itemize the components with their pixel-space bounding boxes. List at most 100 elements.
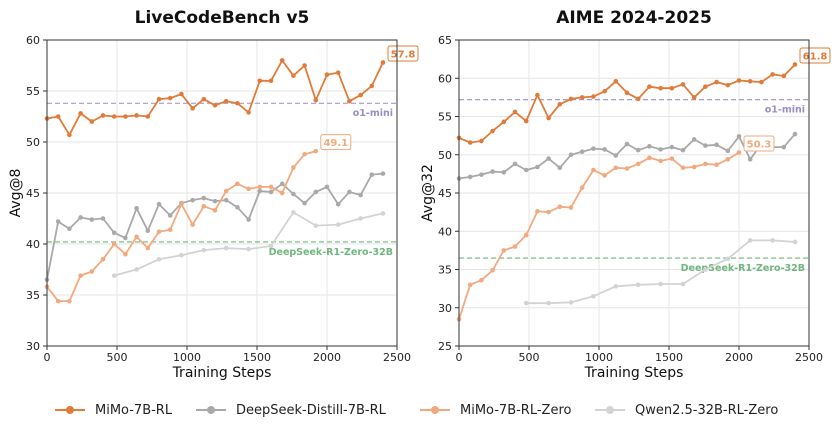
data-point-mimo-7b-rl-zero	[736, 150, 742, 155]
data-point-deepseek-distill-7b-rl	[557, 165, 563, 171]
data-point-mimo-7b-rl-zero	[703, 161, 708, 167]
data-point-deepseek-distill-7b-rl	[380, 171, 386, 176]
data-point-mimo-7b-rl	[156, 96, 162, 102]
data-point-qwen2-5-32b-rl-zero	[223, 245, 229, 251]
data-point-mimo-7b-rl	[781, 73, 787, 79]
data-point-mimo-7b-rl	[302, 63, 307, 68]
data-point-deepseek-distill-7b-rl	[268, 189, 274, 195]
value-annotation: 50.3	[747, 139, 772, 150]
legend-item-deepseek-distill: DeepSeek-Distill-7B-RL	[196, 398, 386, 422]
value-annotation-box	[387, 45, 419, 62]
legend-label: Qwen2.5-32B-RL-Zero	[635, 402, 779, 418]
legend-swatch	[55, 406, 85, 414]
x-tick-label: 0	[456, 351, 463, 364]
data-point-mimo-7b-rl-zero	[714, 162, 719, 167]
x-tick-label: 2500	[795, 351, 823, 364]
data-point-mimo-7b-rl-zero	[291, 165, 296, 170]
data-point-mimo-7b-rl-zero	[535, 209, 540, 214]
data-point-mimo-7b-rl-zero	[201, 203, 207, 209]
data-point-mimo-7b-rl	[145, 114, 151, 119]
data-point-mimo-7b-rl-zero	[546, 209, 551, 215]
y-tick-label: 35	[26, 289, 40, 302]
data-point-mimo-7b-rl	[535, 92, 540, 98]
data-point-mimo-7b-rl	[546, 115, 551, 121]
data-point-deepseek-distill-7b-rl	[279, 181, 285, 187]
data-point-mimo-7b-rl-zero	[246, 186, 251, 192]
data-point-mimo-7b-rl-zero	[501, 248, 507, 253]
data-point-mimo-7b-rl-zero	[568, 205, 574, 210]
x-tick-label: 2000	[313, 351, 341, 364]
data-point-mimo-7b-rl	[792, 62, 798, 67]
y-tick-label: 45	[438, 187, 452, 200]
data-point-mimo-7b-rl-zero	[479, 277, 484, 283]
reference-label-o1-mini: o1-mini	[765, 105, 805, 116]
y-tick-label: 60	[26, 34, 40, 47]
data-point-mimo-7b-rl-zero	[579, 185, 585, 190]
data-point-deepseek-distill-7b-rl	[347, 189, 352, 195]
data-point-qwen2-5-32b-rl-zero	[268, 243, 274, 249]
x-tick-label: 500	[519, 351, 540, 364]
data-point-deepseek-distill-7b-rl	[591, 146, 596, 151]
data-point-mimo-7b-rl-zero	[313, 148, 319, 154]
data-point-deepseek-distill-7b-rl	[523, 167, 529, 173]
data-point-qwen2-5-32b-rl-zero	[134, 267, 139, 272]
data-point-deepseek-distill-7b-rl	[235, 204, 240, 210]
data-point-mimo-7b-rl	[89, 119, 95, 124]
value-annotation-box	[320, 134, 352, 151]
data-point-qwen2-5-32b-rl-zero	[725, 256, 731, 262]
data-point-qwen2-5-32b-rl-zero	[156, 257, 162, 262]
data-point-mimo-7b-rl	[747, 79, 753, 84]
data-point-mimo-7b-rl	[167, 95, 173, 101]
legend-swatch	[595, 406, 625, 414]
data-point-deepseek-distill-7b-rl	[246, 217, 251, 222]
data-point-mimo-7b-rl	[268, 78, 274, 84]
data-point-deepseek-distill-7b-rl	[67, 226, 72, 231]
data-point-mimo-7b-rl-zero	[55, 298, 61, 304]
data-point-mimo-7b-rl	[111, 114, 117, 119]
data-point-qwen2-5-32b-rl-zero	[313, 223, 319, 228]
data-point-deepseek-distill-7b-rl	[479, 172, 484, 177]
data-point-mimo-7b-rl	[313, 97, 319, 103]
data-point-mimo-7b-rl	[369, 83, 375, 89]
data-point-deepseek-distill-7b-rl	[313, 189, 319, 195]
data-point-mimo-7b-rl	[324, 72, 330, 77]
data-point-mimo-7b-rl-zero	[212, 208, 218, 213]
data-point-mimo-7b-rl	[647, 84, 652, 89]
data-point-deepseek-distill-7b-rl	[535, 164, 540, 170]
legend-label: MiMo-7B-RL-Zero	[460, 402, 572, 418]
data-point-mimo-7b-rl	[223, 98, 229, 104]
data-point-mimo-7b-rl	[55, 114, 61, 119]
data-point-deepseek-distill-7b-rl	[658, 147, 663, 152]
data-point-deepseek-distill-7b-rl	[100, 216, 106, 221]
data-point-deepseek-distill-7b-rl	[212, 198, 218, 204]
legend-item-qwen-rl-zero: Qwen2.5-32B-RL-Zero	[595, 398, 778, 422]
data-point-qwen2-5-32b-rl-zero	[523, 300, 529, 306]
data-point-deepseek-distill-7b-rl	[358, 192, 363, 198]
data-point-mimo-7b-rl	[291, 73, 296, 78]
series-line-mimo-7b-rl-zero	[46, 150, 317, 303]
legend-label: DeepSeek-Distill-7B-RL	[236, 402, 386, 418]
value-annotation: 57.8	[391, 49, 416, 60]
data-point-mimo-7b-rl-zero	[591, 167, 596, 173]
data-point-mimo-7b-rl-zero	[691, 164, 697, 170]
data-point-qwen2-5-32b-rl-zero	[680, 281, 686, 287]
legend-item-mimo-rl: MiMo-7B-RL	[55, 398, 172, 422]
chart-1: o1-mini DeepSeek-R1-Zero-32B 61.8 50.3 0 500 1…	[420, 8, 831, 381]
data-point-mimo-7b-rl	[358, 92, 363, 98]
value-annotation-box	[799, 47, 831, 64]
data-point-qwen2-5-32b-rl-zero	[201, 247, 207, 253]
data-point-mimo-7b-rl-zero	[89, 269, 95, 274]
data-point-mimo-7b-rl	[680, 82, 686, 87]
y-tick-label: 25	[438, 340, 452, 353]
data-point-mimo-7b-rl-zero	[156, 229, 162, 235]
data-point-deepseek-distill-7b-rl	[201, 195, 207, 201]
data-point-deepseek-distill-7b-rl	[501, 170, 507, 175]
series-line-deepseek-distill-7b-rl	[46, 172, 384, 280]
data-point-qwen2-5-32b-rl-zero	[291, 210, 296, 215]
legend-item-mimo-rl-zero: MiMo-7B-RL-Zero	[420, 398, 571, 422]
data-point-deepseek-distill-7b-rl	[123, 235, 128, 241]
data-point-deepseek-distill-7b-rl	[579, 149, 585, 154]
data-point-mimo-7b-rl	[190, 106, 195, 111]
x-tick-label: 1000	[585, 351, 613, 364]
